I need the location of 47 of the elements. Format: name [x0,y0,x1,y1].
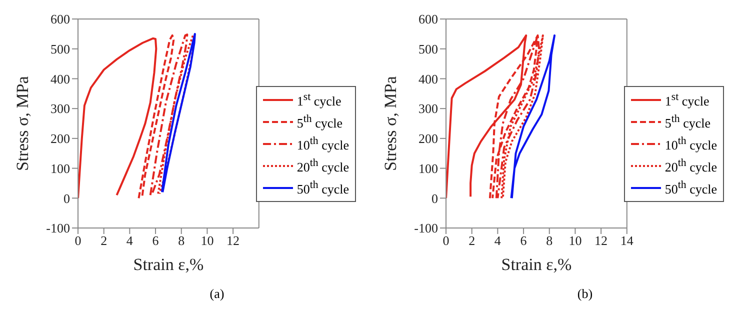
x-tick-label: 6 [152,233,160,248]
y-tick-label: 500 [50,41,70,56]
legend-label: 1$^{st}$ cycle [296,90,342,110]
x-tick-label: 12 [594,233,608,248]
x-axis-title: Strain ε,% [501,255,572,274]
x-tick-label: 2 [100,233,108,248]
legend-label: 50$^{th}$ cycle [664,178,717,198]
x-tick-label: 2 [468,233,476,248]
legend-label: 20$^{th}$ cycle [296,156,349,176]
x-tick-label: 0 [442,233,450,248]
x-axis-title: Strain ε,% [133,255,204,274]
text: (a) [208,286,226,302]
y-tick-label: 0 [432,190,438,206]
y-tick-label: 600 [50,12,70,27]
y-tick-label: 200 [50,131,70,146]
y-axis-title: Stress σ, MPa [381,76,400,171]
legend-label: 20$^{th}$ cycle [664,156,717,176]
y-tick-label: 600 [418,12,438,27]
legend-label: 10$^{th}$ cycle [664,134,717,154]
y-tick-label: 0 [64,190,70,206]
x-tick-label: 12 [226,233,240,248]
x-tick-label: 10 [568,233,582,248]
y-tick-label: -100 [414,220,438,236]
y-tick-label: 400 [50,71,70,86]
legend-label: 50$^{th}$ cycle [296,178,349,198]
y-tick-label: -100 [46,220,70,236]
legend-label: 1$^{st}$ cycle [664,90,710,110]
x-tick-label: 14 [620,233,634,248]
x-tick-label: 8 [178,233,185,248]
x-tick-label: 6 [520,233,528,248]
y-tick-label: 100 [50,160,70,176]
x-tick-label: 8 [546,233,553,248]
legend-label: 5$^{th}$ cycle [664,112,710,132]
x-tick-label: 4 [126,233,134,248]
y-tick-label: 300 [50,101,70,116]
y-tick-label: 500 [418,41,438,56]
text: (b) [576,286,594,302]
y-axis-title: Stress σ, MPa [13,76,32,171]
y-tick-label: 400 [418,71,438,86]
y-tick-label: 300 [418,101,438,116]
x-tick-label: 4 [494,233,502,248]
x-tick-label: 0 [74,233,82,248]
legend-label: 10$^{th}$ cycle [296,134,349,154]
y-tick-label: 100 [418,160,438,176]
y-tick-label: 200 [418,131,438,146]
x-tick-label: 10 [200,233,214,248]
legend-label: 5$^{th}$ cycle [296,112,342,132]
